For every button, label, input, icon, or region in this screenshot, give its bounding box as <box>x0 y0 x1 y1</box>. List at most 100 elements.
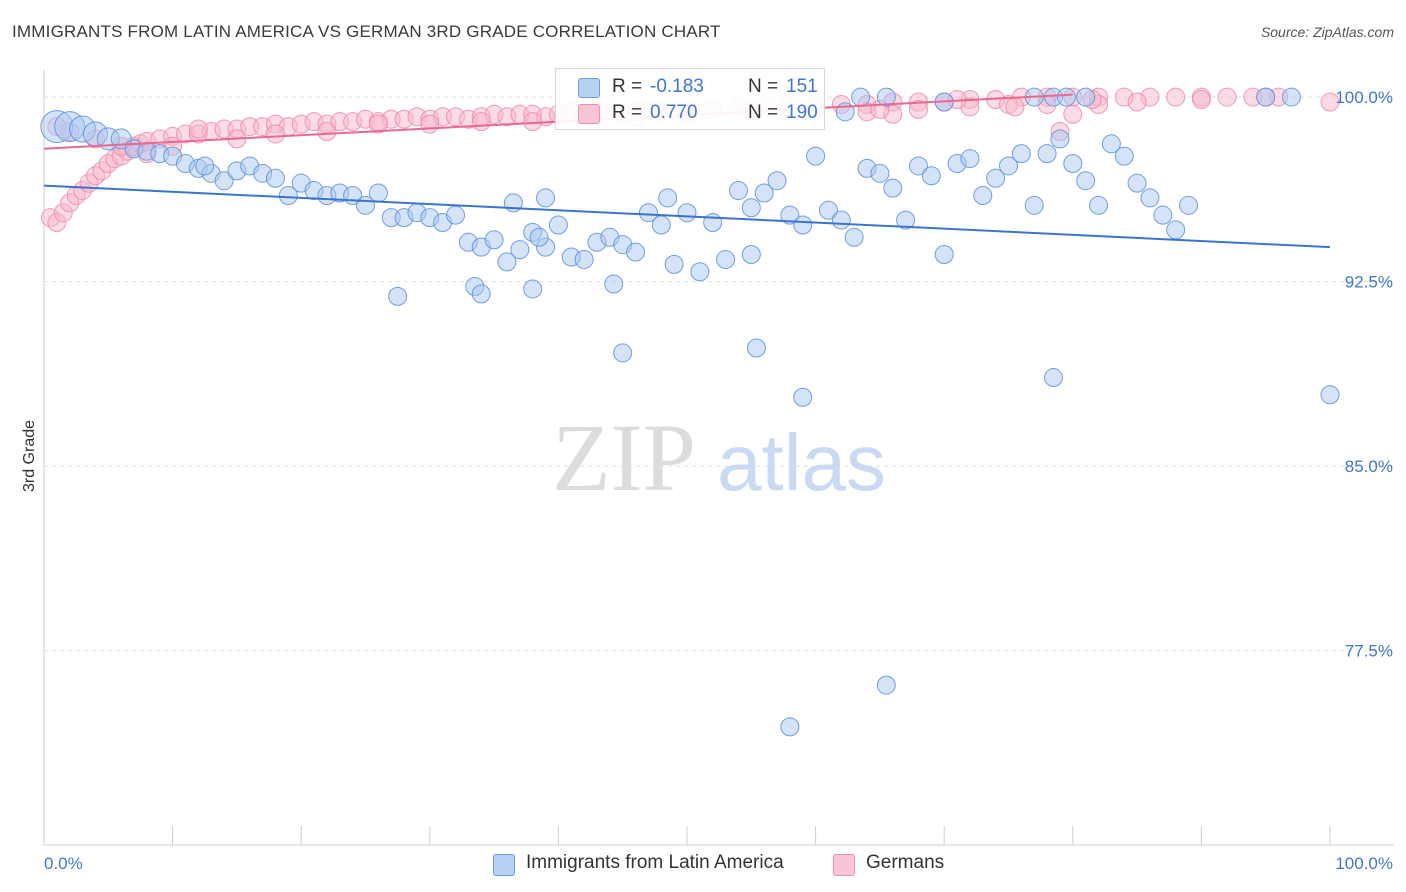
legend-n-value: 151 <box>786 76 818 97</box>
point-latin-america <box>664 254 684 274</box>
point-latin-america <box>1037 144 1057 164</box>
y-tick-label: 85.0% <box>1345 457 1393 476</box>
legend-swatch-blue <box>578 78 600 98</box>
point-latin-america <box>844 227 864 247</box>
point-latin-america <box>1044 368 1064 388</box>
point-latin-america <box>523 279 543 299</box>
legend-n-label: N = <box>748 76 779 97</box>
point-latin-america <box>703 213 723 233</box>
point-latin-america <box>690 262 710 282</box>
point-germans <box>265 124 285 144</box>
point-latin-america <box>934 245 954 265</box>
point-latin-america <box>548 215 568 235</box>
series-legend: Immigrants from Latin America Germans <box>0 852 1406 876</box>
point-latin-america <box>896 210 916 230</box>
point-latin-america <box>767 171 787 191</box>
point-latin-america <box>1063 153 1083 173</box>
point-germans <box>1191 90 1211 110</box>
point-latin-america <box>780 717 800 737</box>
y-tick-label: 100.0% <box>1335 88 1393 107</box>
point-latin-america <box>870 163 890 183</box>
point-latin-america <box>195 156 215 176</box>
point-latin-america <box>471 284 491 304</box>
point-germans <box>908 99 928 119</box>
correlation-legend: R = -0.183 N = 151 R = 0.770 N = 190 <box>555 68 825 130</box>
watermark-atlas: atlas <box>717 418 886 507</box>
series-swatch-pink <box>833 854 855 876</box>
point-germans <box>523 112 543 132</box>
series-label-germans: Germans <box>866 852 945 873</box>
point-latin-america <box>497 252 517 272</box>
axes <box>43 70 1394 846</box>
point-latin-america <box>806 146 826 166</box>
point-latin-america <box>746 338 766 358</box>
point-latin-america <box>278 185 298 205</box>
point-latin-america <box>265 168 285 188</box>
point-latin-america <box>1153 205 1173 225</box>
point-latin-america <box>1127 173 1147 193</box>
point-latin-america <box>510 240 530 260</box>
point-latin-america <box>999 156 1018 176</box>
point-latin-america <box>831 210 851 230</box>
point-latin-america <box>446 205 466 225</box>
point-latin-america <box>638 203 658 223</box>
point-germans <box>1005 97 1025 117</box>
legend-swatch-pink <box>578 104 600 124</box>
point-germans <box>1127 92 1147 112</box>
point-latin-america <box>1114 146 1134 166</box>
point-latin-america <box>1050 129 1070 149</box>
point-latin-america <box>1011 144 1031 164</box>
point-germans <box>188 119 208 139</box>
grid-lines <box>44 96 1394 652</box>
point-latin-america <box>883 178 903 198</box>
point-latin-america <box>604 274 624 294</box>
point-latin-america <box>214 171 234 191</box>
legend-r-value: -0.183 <box>650 76 704 97</box>
point-latin-america <box>529 227 549 247</box>
point-latin-america <box>921 166 941 186</box>
y-tick-label: 77.5% <box>1345 642 1393 661</box>
point-latin-america <box>1076 171 1096 191</box>
tick-labels: 100.0% 92.5% 85.0% 77.5% 0.0% 100.0% <box>44 88 1393 873</box>
point-latin-america <box>780 205 800 225</box>
point-latin-america <box>658 188 678 208</box>
point-latin-america <box>851 87 871 107</box>
point-germans <box>1320 92 1340 112</box>
point-latin-america <box>1281 87 1301 107</box>
point-latin-america <box>1320 385 1340 405</box>
point-latin-america <box>388 286 408 306</box>
point-latin-america <box>986 168 1006 188</box>
point-latin-america <box>908 156 928 176</box>
point-latin-america <box>793 215 813 235</box>
point-latin-america <box>651 215 671 235</box>
point-latin-america <box>728 181 748 201</box>
watermark-zip: ZIP <box>552 404 696 511</box>
point-latin-america <box>574 249 594 269</box>
legend-n-value: 190 <box>786 102 818 123</box>
point-latin-america <box>741 245 761 265</box>
point-latin-america <box>1024 195 1044 215</box>
point-latin-america <box>716 249 736 269</box>
point-latin-america <box>1166 220 1186 240</box>
point-latin-america <box>973 185 993 205</box>
point-latin-america <box>1101 134 1121 154</box>
watermark: ZIP atlas <box>552 404 886 511</box>
chart-title: IMMIGRANTS FROM LATIN AMERICA VS GERMAN … <box>12 22 721 41</box>
x-tick-label-min: 0.0% <box>44 854 83 873</box>
point-latin-america <box>741 198 761 218</box>
point-germans <box>1217 87 1237 107</box>
point-latin-america <box>1140 188 1160 208</box>
point-latin-america <box>484 230 504 250</box>
point-latin-america <box>793 387 813 407</box>
point-latin-america <box>677 203 697 223</box>
trendline-latin-america <box>43 184 1331 249</box>
point-latin-america <box>876 675 896 695</box>
point-latin-america <box>1056 87 1076 107</box>
point-latin-america <box>368 183 388 203</box>
point-latin-america <box>613 343 633 363</box>
y-tick-label: 92.5% <box>1345 273 1393 292</box>
legend-r-value: 0.770 <box>650 102 698 123</box>
point-germans <box>1063 104 1083 124</box>
point-germans <box>471 112 491 132</box>
